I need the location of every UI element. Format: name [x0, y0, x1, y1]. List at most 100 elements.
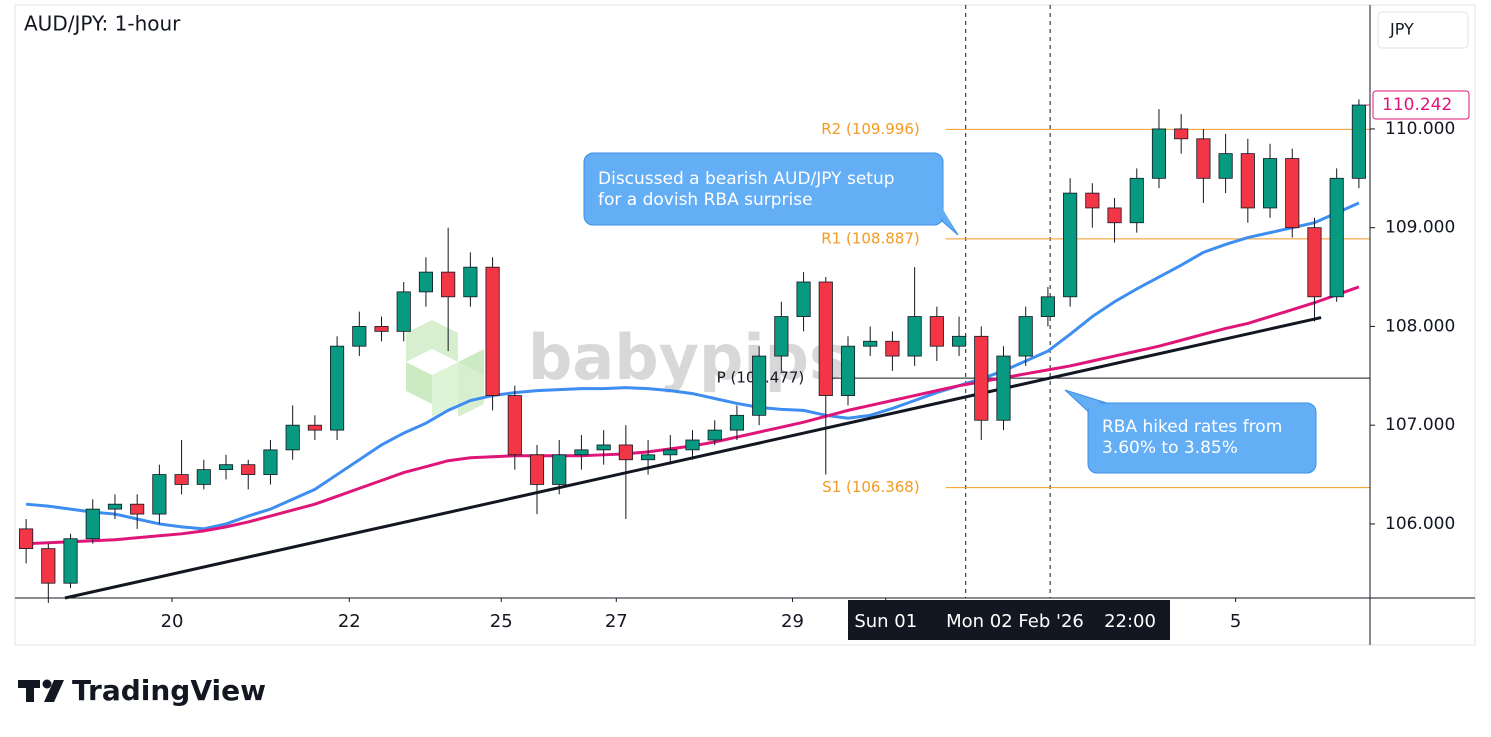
- candle-body: [63, 538, 78, 584]
- candle-body: [85, 508, 100, 540]
- candle-body: [1307, 227, 1322, 298]
- candle-body: [218, 464, 234, 471]
- brand: TradingView: [72, 674, 266, 707]
- candle-body: [1196, 138, 1211, 179]
- candle-body: [574, 449, 589, 456]
- candle-body: [929, 316, 944, 347]
- candle-body: [441, 271, 456, 298]
- x-tick-label: Sun 01: [854, 611, 917, 632]
- candle-body: [618, 444, 633, 461]
- candle-body: [152, 474, 167, 515]
- candle-body: [130, 503, 145, 515]
- candle-body: [707, 429, 722, 441]
- y-tick-label: 107.000: [1385, 415, 1455, 435]
- crosshair-date: Mon 02 Feb '26: [946, 611, 1084, 632]
- callout-text: Discussed a bearish AUD/JPY setup: [598, 169, 895, 189]
- candle-body: [241, 464, 256, 475]
- y-tick-label: 110.000: [1385, 119, 1455, 139]
- candle-body: [1174, 128, 1189, 140]
- candle-body: [729, 414, 744, 431]
- candle-body: [1129, 177, 1144, 224]
- x-tick-label: 27: [605, 611, 628, 632]
- candle-body: [907, 316, 922, 357]
- x-tick-label: 5: [1230, 611, 1241, 632]
- candle-body: [1063, 192, 1078, 298]
- candle-body: [107, 503, 123, 510]
- candle-body: [1107, 207, 1122, 224]
- brand-logo: [18, 679, 64, 702]
- candle-body: [1285, 158, 1300, 229]
- candle-body: [951, 335, 967, 347]
- candle-body: [1085, 192, 1100, 209]
- candle-body: [174, 474, 189, 485]
- pivot-label: R2 (109.996): [821, 120, 919, 138]
- candle-body: [752, 355, 767, 416]
- candle-body: [374, 326, 389, 332]
- axis-label-box: [1377, 11, 1469, 49]
- pivot-label: S1 (106.368): [822, 478, 920, 496]
- candle-body: [307, 424, 322, 431]
- x-tick-label: 22: [338, 611, 361, 632]
- candle-body: [974, 335, 989, 421]
- candle-body: [663, 449, 678, 456]
- plot: R2 (109.996)R1 (108.887)P (107.477)S1 (1…: [19, 5, 1370, 603]
- chart-frame: [14, 4, 1476, 646]
- candle-body: [1262, 158, 1278, 209]
- candle-body: [418, 271, 434, 293]
- candle-body: [641, 454, 656, 461]
- y-tick-label: 109.000: [1385, 218, 1455, 238]
- candle-body: [507, 395, 522, 456]
- last-price-box: [1372, 90, 1470, 120]
- candle-body: [330, 345, 345, 431]
- candle-body: [1040, 296, 1055, 317]
- axis-label: JPY: [1389, 20, 1414, 39]
- watermark: babypips: [528, 321, 846, 394]
- pivot-label: R1 (108.887): [821, 229, 919, 247]
- chart-title: AUD/JPY: 1-hour: [24, 12, 181, 36]
- candle-body: [552, 454, 567, 485]
- callout-text: RBA hiked rates from: [1102, 417, 1282, 437]
- x-tick-label: 25: [490, 611, 513, 632]
- x-tick-label: 29: [781, 611, 804, 632]
- candle-body: [818, 281, 833, 396]
- candle-body: [352, 326, 367, 347]
- candle-body: [1351, 104, 1366, 179]
- y-tick-label: 108.000: [1385, 316, 1455, 336]
- candle-body: [463, 266, 478, 298]
- candle-body: [1329, 177, 1344, 298]
- callout-text: for a dovish RBA surprise: [598, 190, 813, 210]
- candle-body: [774, 316, 789, 357]
- trendline: [64, 316, 1322, 600]
- candle-body: [996, 355, 1011, 421]
- y-tick-label: 106.000: [1385, 514, 1455, 534]
- moving-average: [25, 201, 1360, 531]
- callout: RBA hiked rates from 3.60% to 3.85%: [1064, 389, 1317, 474]
- crosshair-time: 22:00: [1104, 611, 1156, 632]
- candle-body: [285, 424, 300, 451]
- candle-body: [529, 454, 545, 485]
- candle-body: [41, 548, 56, 584]
- callout-text: 3.60% to 3.85%: [1102, 438, 1238, 458]
- candle-body: [1218, 153, 1233, 179]
- candle-body: [863, 340, 878, 347]
- candle-body: [1151, 128, 1167, 179]
- candle-body: [196, 469, 211, 485]
- last-price-label: 110.242: [1382, 95, 1452, 115]
- watermark-logo: [406, 320, 484, 417]
- crosshair-box: [848, 600, 1170, 640]
- callout: Discussed a bearish AUD/JPY setup for a …: [583, 152, 959, 236]
- candle-body: [796, 281, 811, 317]
- candle-body: [596, 444, 611, 451]
- candle-body: [19, 528, 34, 550]
- candle-body: [396, 291, 411, 332]
- candle-body: [485, 266, 500, 396]
- candle-body: [885, 340, 900, 357]
- candle-body: [840, 345, 856, 396]
- candle-body: [263, 449, 278, 475]
- candle-body: [1018, 316, 1033, 357]
- candle-body: [1240, 153, 1255, 209]
- x-tick-label: 20: [161, 611, 184, 632]
- candle-body: [685, 439, 700, 451]
